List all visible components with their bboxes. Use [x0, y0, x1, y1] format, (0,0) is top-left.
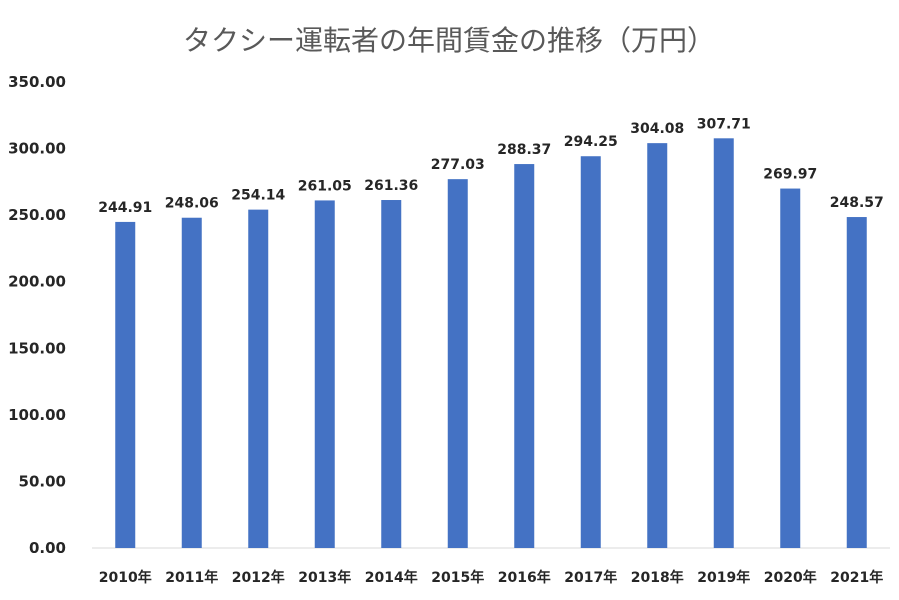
x-tick-label: 2012年 — [232, 569, 285, 586]
x-tick-label: 2020年 — [764, 569, 817, 586]
bar — [314, 200, 335, 548]
bar — [115, 221, 136, 548]
x-tick-label: 2010年 — [99, 569, 152, 586]
x-tick-label: 2015年 — [431, 569, 484, 586]
data-label: 304.08 — [630, 121, 684, 137]
data-label: 269.97 — [763, 167, 817, 183]
bar — [248, 209, 269, 548]
data-label: 288.37 — [497, 142, 551, 158]
x-tick-label: 2017年 — [564, 569, 617, 586]
data-label: 277.03 — [431, 157, 485, 173]
bar — [181, 217, 202, 548]
data-label: 244.91 — [98, 200, 152, 216]
bars: 244.91 248.06 254.14 261.05 261.36 277.03 288.… — [98, 116, 884, 548]
x-tick-label: 2011年 — [165, 569, 218, 586]
bar — [647, 143, 668, 548]
bar — [580, 156, 601, 548]
y-tick-label: 250.00 — [8, 206, 66, 224]
x-tick-label: 2018年 — [631, 569, 684, 586]
y-axis: 0.00 50.00 100.00 150.00 200.00 250.00 300.00 3… — [8, 73, 66, 557]
data-label: 261.05 — [298, 178, 352, 194]
x-tick-label: 2016年 — [498, 569, 551, 586]
y-tick-label: 50.00 — [19, 472, 66, 490]
y-tick-label: 100.00 — [8, 406, 66, 424]
data-label: 261.36 — [364, 178, 418, 194]
y-tick-label: 300.00 — [8, 140, 66, 158]
data-label: 307.71 — [697, 116, 751, 132]
data-label: 248.57 — [830, 195, 884, 211]
x-tick-label: 2013年 — [298, 569, 351, 586]
bar — [514, 164, 535, 548]
y-tick-label: 0.00 — [29, 539, 66, 557]
x-tick-label: 2014年 — [365, 569, 418, 586]
data-label: 294.25 — [564, 134, 618, 150]
bar — [381, 200, 402, 548]
data-label: 248.06 — [165, 196, 219, 212]
bar — [846, 217, 867, 548]
x-axis: 2010年 2011年 2012年 2013年 2014年 2015年 2016年 2017年… — [99, 569, 883, 586]
data-label: 254.14 — [231, 188, 285, 204]
y-tick-label: 350.00 — [8, 73, 66, 91]
x-tick-label: 2021年 — [830, 569, 883, 586]
x-tick-label: 2019年 — [697, 569, 750, 586]
y-tick-label: 200.00 — [8, 273, 66, 291]
bar — [780, 188, 801, 548]
bar — [713, 138, 734, 548]
chart-title: タクシー運転者の年間賃金の推移（万円） — [183, 24, 715, 57]
bar — [447, 179, 468, 548]
y-tick-label: 150.00 — [8, 339, 66, 357]
